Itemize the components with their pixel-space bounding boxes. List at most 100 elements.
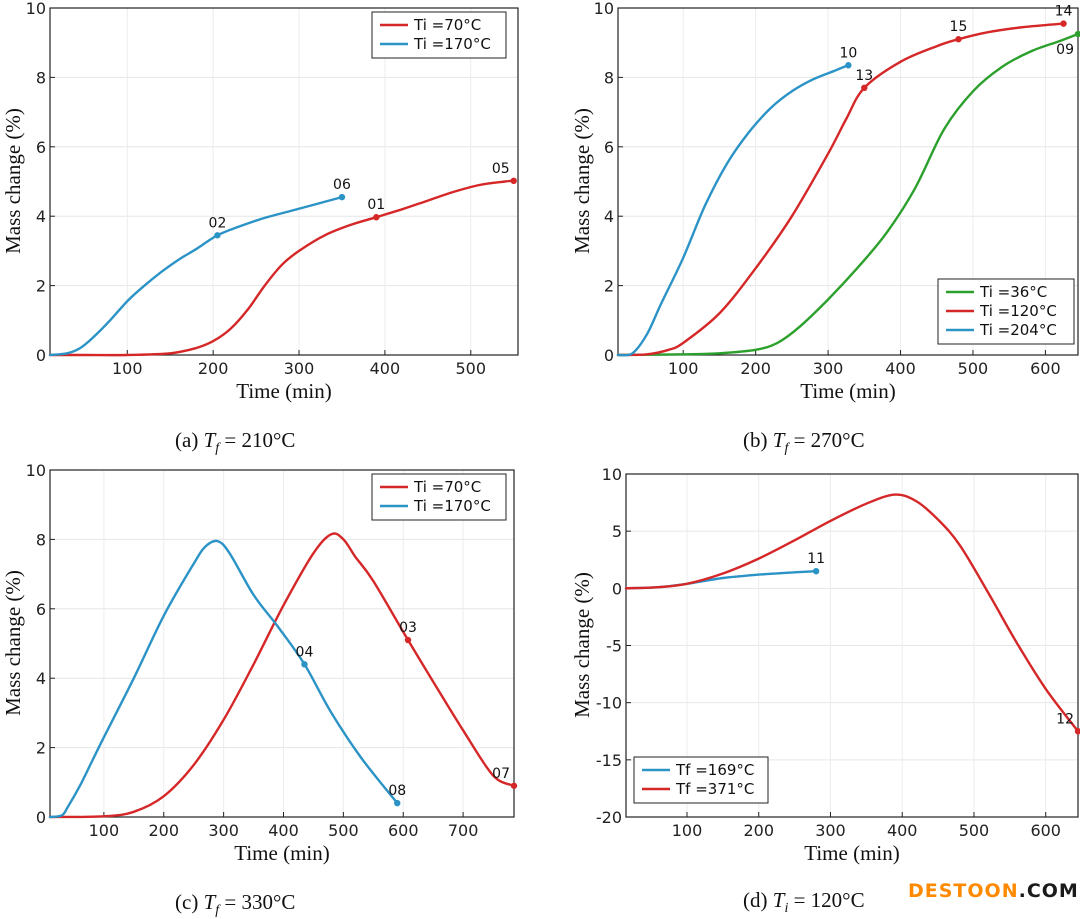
legend: Tf =169°CTf =371°C: [633, 756, 769, 804]
legend-entry: Ti =170°C: [413, 497, 491, 515]
x-tick-label: 200: [148, 821, 179, 840]
legend-entry: Ti =204°C: [979, 321, 1057, 339]
y-tick-label: 10: [594, 0, 614, 18]
legend-entry: Tf =371°C: [675, 780, 754, 798]
run-marker: [1060, 20, 1067, 27]
legend-entry: Tf =169°C: [675, 761, 754, 779]
x-axis-label: Time (min): [234, 841, 329, 865]
run-marker: [404, 636, 412, 644]
series-line-0: [48, 532, 516, 819]
x-tick-label: 600: [388, 821, 419, 840]
x-tick-label: 200: [743, 821, 774, 840]
series-line-1: [624, 493, 1080, 733]
run-marker: [845, 62, 852, 69]
y-tick-label: 8: [604, 68, 614, 87]
plot-frame: [49, 7, 519, 356]
chart-panel-c: 100 200 300 400 500 600 700 0 2 4 6 8 10 Time (min) Ma…: [1, 461, 518, 865]
run-label: 07: [492, 766, 510, 782]
y-tick-label: 6: [604, 138, 614, 157]
run-marker: [510, 782, 518, 789]
run-label: 14: [1055, 4, 1073, 20]
run-label: 08: [388, 783, 406, 799]
y-tick-label: 5: [612, 522, 622, 541]
x-tick-label: 100: [112, 359, 143, 378]
run-marker: [373, 214, 380, 221]
legend: Ti =36°CTi =120°CTi =204°C: [937, 278, 1075, 345]
legend-entry: Ti =120°C: [979, 302, 1057, 320]
x-tick-label: 500: [328, 821, 359, 840]
series-line-1: [616, 22, 1065, 357]
x-tick-label: 500: [958, 359, 989, 378]
run-marker: [394, 799, 401, 807]
y-axis-label: Mass change (%): [1, 108, 25, 254]
y-tick-label: 4: [36, 207, 46, 226]
y-axis-label: Mass change (%): [570, 572, 594, 718]
x-tick-label: 400: [887, 821, 918, 840]
run-label: 04: [296, 644, 314, 660]
x-tick-label: 300: [284, 359, 315, 378]
x-tick-label: 700: [448, 821, 479, 840]
run-marker: [510, 177, 517, 185]
y-tick-label: 0: [36, 346, 46, 365]
run-marker: [214, 232, 221, 239]
x-tick-label: 400: [885, 359, 916, 378]
x-tick-label: 100: [668, 359, 699, 378]
y-tick-label: 2: [604, 277, 614, 296]
x-tick-label: 400: [370, 359, 401, 378]
y-tick-label: 4: [36, 669, 46, 688]
caption-d: (d) Ti = 120°C: [743, 888, 865, 916]
caption-a: (a) Tf = 210°C: [175, 428, 296, 456]
y-tick-label: 0: [604, 346, 614, 365]
run-marker: [861, 84, 868, 92]
plot-frame: [617, 7, 1079, 356]
x-tick-label: 600: [1030, 821, 1061, 840]
y-tick-label: -20: [596, 808, 622, 827]
series-line-2: [616, 64, 850, 357]
legend-entry: Ti =170°C: [413, 35, 491, 53]
chart-panel-d: 100 200 300 400 500 600 -20 -15 -10 -5 0 5 10 Time (m…: [570, 465, 1080, 865]
run-marker: [338, 193, 346, 201]
x-tick-label: 100: [89, 821, 120, 840]
x-tick-label: 300: [208, 821, 239, 840]
chart-panel-b: 100 200 300 400 500 600 0 2 4 6 8 10 Time (min) Mass …: [570, 0, 1080, 403]
series-line-1: [48, 195, 344, 357]
y-tick-label: 10: [26, 461, 46, 480]
legend-entry: Ti =70°C: [413, 478, 481, 496]
x-tick-label: 200: [198, 359, 229, 378]
x-tick-label: 500: [455, 359, 486, 378]
run-marker: [955, 36, 962, 43]
run-label: 12: [1056, 711, 1074, 727]
caption-c: (c) Tf = 330°C: [175, 890, 296, 918]
y-tick-label: 6: [36, 138, 46, 157]
run-label: 13: [855, 68, 873, 84]
y-tick-label: 10: [602, 465, 622, 484]
x-tick-label: 500: [959, 821, 990, 840]
y-tick-label: 0: [36, 808, 46, 827]
run-marker: [301, 661, 308, 668]
legend-box: [371, 11, 507, 59]
y-axis-label: Mass change (%): [1, 570, 25, 716]
y-tick-label: 2: [36, 277, 46, 296]
x-tick-label: 300: [813, 359, 844, 378]
x-axis-label: Time (min): [236, 379, 331, 403]
legend-entry: Ti =36°C: [979, 283, 1047, 301]
run-label: 02: [209, 215, 227, 231]
legend-box: [371, 473, 507, 521]
x-tick-label: 100: [672, 821, 703, 840]
x-tick-label: 300: [815, 821, 846, 840]
run-label: 01: [367, 197, 385, 213]
x-tick-label: 200: [740, 359, 771, 378]
run-marker: [1074, 30, 1080, 38]
caption-b: (b) Tf = 270°C: [743, 428, 865, 456]
x-tick-label: 400: [268, 821, 299, 840]
run-label: 11: [807, 551, 825, 567]
run-label: 15: [950, 19, 968, 35]
legend: Ti =70°CTi =170°C: [371, 473, 507, 521]
y-tick-label: 4: [604, 207, 614, 226]
x-axis-label: Time (min): [804, 841, 899, 865]
legend-entry: Ti =70°C: [413, 16, 481, 34]
series-line-0: [616, 32, 1080, 357]
run-label: 09: [1056, 42, 1074, 58]
